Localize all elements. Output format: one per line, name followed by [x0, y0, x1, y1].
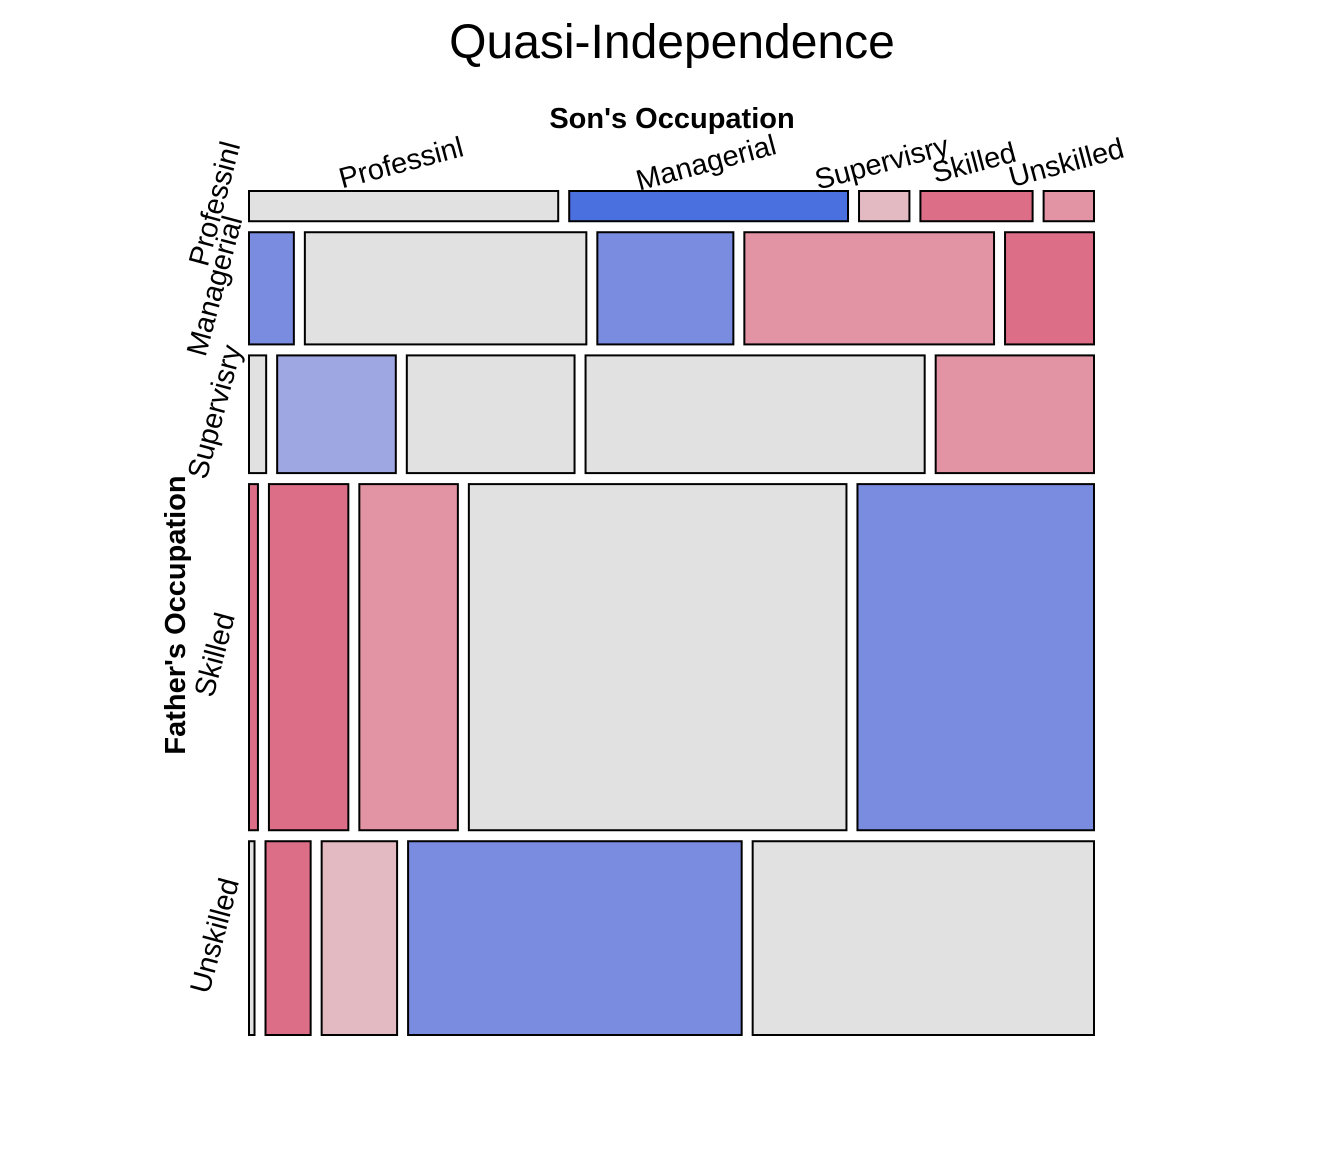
tile-professinl-unskilled	[1042, 190, 1095, 223]
row-label-unskilled: Unskilled	[185, 875, 246, 997]
tile-managerial-skilled	[743, 231, 996, 346]
tile-supervisry-supervisry	[405, 354, 576, 475]
tile-managerial-professinl	[248, 231, 295, 346]
tile-supervisry-unskilled	[934, 354, 1095, 475]
col-label-managerial: Managerial	[633, 129, 780, 197]
tile-managerial-managerial	[303, 231, 588, 346]
tile-professinl-managerial	[568, 190, 850, 223]
tile-supervisry-managerial	[276, 354, 397, 475]
row-variable-label: Father's Occupation	[160, 475, 192, 754]
tile-skilled-unskilled	[856, 483, 1096, 832]
tile-unskilled-professinl	[248, 840, 256, 1036]
col-label-professinl: Professinl	[336, 131, 467, 195]
mosaic-tiles	[248, 190, 1096, 1036]
tile-unskilled-skilled	[407, 840, 743, 1036]
col-level-labels: Professinl Managerial SupervisrySkilledUns…	[336, 129, 1128, 197]
tile-unskilled-managerial	[264, 840, 312, 1036]
tile-unskilled-unskilled	[751, 840, 1095, 1036]
tile-skilled-supervisry	[358, 483, 459, 832]
tile-supervisry-skilled	[584, 354, 926, 475]
row-label-skilled: Skilled	[189, 609, 242, 700]
tile-skilled-skilled	[467, 483, 848, 832]
col-label-unskilled: Unskilled	[1005, 133, 1127, 194]
row-label-supervisry: Supervisry	[182, 341, 248, 482]
tile-professinl-skilled	[919, 190, 1034, 223]
tile-skilled-professinl	[248, 483, 259, 832]
tile-managerial-supervisry	[596, 231, 735, 346]
tile-managerial-unskilled	[1004, 231, 1095, 346]
chart-title: Quasi-Independence	[449, 16, 895, 69]
tile-supervisry-professinl	[248, 354, 268, 475]
tile-skilled-managerial	[267, 483, 350, 832]
col-variable-label: Son's Occupation	[549, 103, 794, 135]
tile-unskilled-supervisry	[320, 840, 399, 1036]
tile-professinl-supervisry	[858, 190, 911, 223]
tile-professinl-professinl	[248, 190, 560, 223]
